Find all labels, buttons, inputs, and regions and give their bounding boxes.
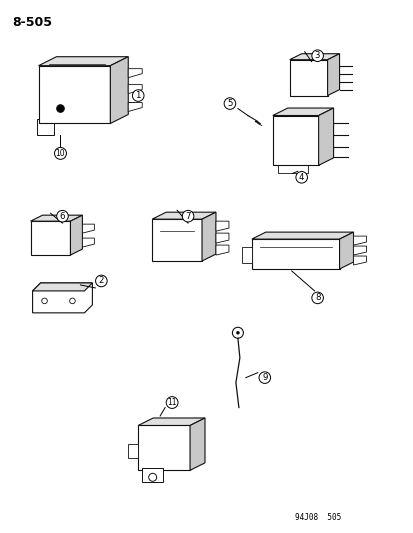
Polygon shape xyxy=(318,108,333,165)
Polygon shape xyxy=(33,283,92,313)
Circle shape xyxy=(148,473,156,481)
Text: 9: 9 xyxy=(261,373,267,382)
Polygon shape xyxy=(152,219,202,261)
Polygon shape xyxy=(251,232,353,239)
Text: 2: 2 xyxy=(98,277,104,286)
Text: 6: 6 xyxy=(59,212,65,221)
Circle shape xyxy=(69,298,75,304)
Polygon shape xyxy=(31,215,82,221)
Polygon shape xyxy=(138,425,190,470)
Polygon shape xyxy=(31,221,70,255)
Polygon shape xyxy=(142,469,163,482)
Polygon shape xyxy=(152,212,216,219)
Polygon shape xyxy=(38,56,128,66)
Polygon shape xyxy=(36,119,53,135)
Text: 11: 11 xyxy=(167,398,176,407)
Polygon shape xyxy=(82,224,94,233)
Polygon shape xyxy=(327,54,339,95)
Polygon shape xyxy=(277,161,307,173)
Text: 1: 1 xyxy=(135,91,141,100)
Polygon shape xyxy=(339,232,353,269)
Polygon shape xyxy=(272,108,333,116)
Text: 8-505: 8-505 xyxy=(13,16,52,29)
Circle shape xyxy=(236,332,239,334)
Circle shape xyxy=(42,298,47,304)
Polygon shape xyxy=(216,245,228,255)
Polygon shape xyxy=(353,256,366,265)
Text: 3: 3 xyxy=(314,51,320,60)
Text: 10: 10 xyxy=(55,149,65,158)
Circle shape xyxy=(56,104,64,112)
Text: 94J08  505: 94J08 505 xyxy=(294,513,340,522)
Polygon shape xyxy=(138,418,204,425)
Polygon shape xyxy=(202,212,216,261)
Polygon shape xyxy=(70,215,82,255)
Polygon shape xyxy=(272,116,318,165)
Polygon shape xyxy=(353,236,366,245)
Polygon shape xyxy=(128,69,142,78)
Text: 7: 7 xyxy=(185,212,190,221)
Circle shape xyxy=(232,327,243,338)
Polygon shape xyxy=(216,221,228,231)
Polygon shape xyxy=(128,85,142,94)
Polygon shape xyxy=(251,239,339,269)
Polygon shape xyxy=(38,66,110,124)
Polygon shape xyxy=(289,54,339,60)
Polygon shape xyxy=(82,238,94,247)
Polygon shape xyxy=(216,233,228,243)
Text: 8: 8 xyxy=(314,293,320,302)
Polygon shape xyxy=(128,445,138,458)
Text: 4: 4 xyxy=(298,173,304,182)
Polygon shape xyxy=(33,283,92,291)
Text: 5: 5 xyxy=(227,99,232,108)
Polygon shape xyxy=(190,418,204,470)
Polygon shape xyxy=(353,246,366,255)
Polygon shape xyxy=(241,247,251,263)
Polygon shape xyxy=(289,60,327,95)
Polygon shape xyxy=(128,102,142,111)
Polygon shape xyxy=(110,56,128,124)
